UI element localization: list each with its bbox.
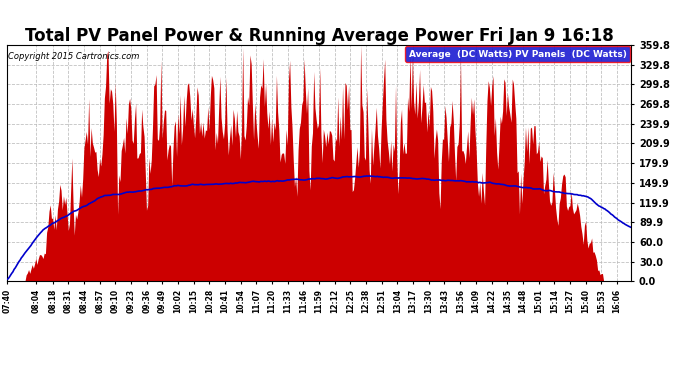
Title: Total PV Panel Power & Running Average Power Fri Jan 9 16:18: Total PV Panel Power & Running Average P…: [25, 27, 613, 45]
Legend: Average  (DC Watts), PV Panels  (DC Watts): Average (DC Watts), PV Panels (DC Watts): [406, 46, 631, 62]
Text: Copyright 2015 Cartronics.com: Copyright 2015 Cartronics.com: [8, 52, 139, 61]
